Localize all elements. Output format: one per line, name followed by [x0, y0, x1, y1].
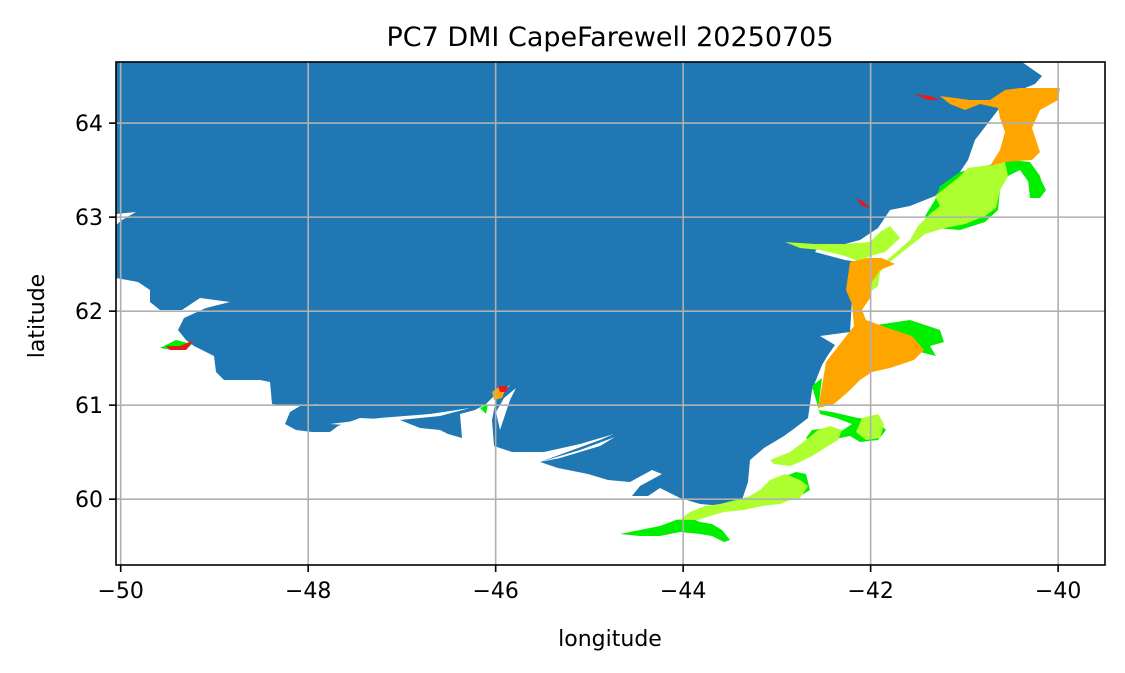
x-tick-label: −42: [847, 579, 893, 604]
x-tick-label: −50: [97, 579, 143, 604]
y-tick-label: 60: [75, 488, 103, 513]
greenland-land: [116, 62, 1042, 506]
y-tick-label: 62: [75, 300, 103, 325]
x-axis: −50 −48 −46 −44 −42 −40: [97, 565, 1081, 604]
sea-ice-red: [166, 94, 940, 392]
x-tick-label: −46: [472, 579, 518, 604]
axes-frame: [115, 61, 1106, 566]
grid-lines: [116, 62, 1105, 565]
y-tick-label: 64: [75, 112, 103, 137]
y-axis: 60 61 62 63 64: [75, 112, 116, 513]
x-tick-label: −44: [660, 579, 706, 604]
y-axis-label: latitude: [25, 274, 50, 358]
y-tick-label: 61: [75, 394, 103, 419]
x-axis-label: longitude: [558, 627, 662, 652]
x-tick-label: −48: [285, 579, 331, 604]
x-tick-label: −40: [1035, 579, 1081, 604]
y-tick-label: 63: [75, 206, 103, 231]
chart-title: PC7 DMI CapeFarewell 20250705: [386, 22, 833, 53]
